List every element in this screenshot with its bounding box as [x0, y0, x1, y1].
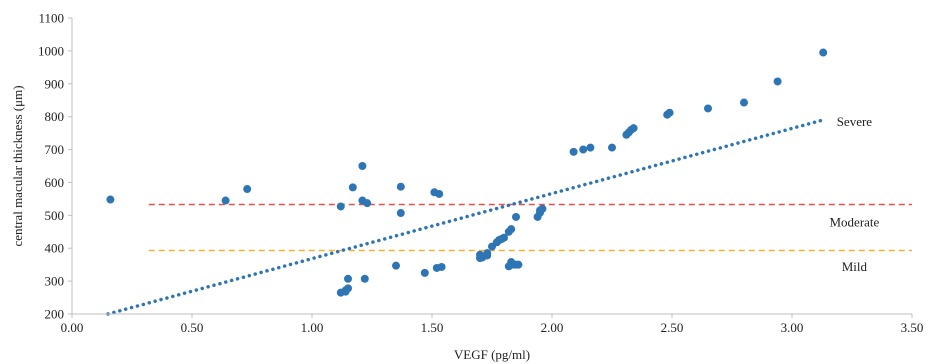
data-point [360, 274, 369, 283]
trendline [106, 118, 825, 316]
y-tick-label: 900 [45, 76, 65, 91]
y-tick-label: 1000 [38, 43, 64, 58]
data-point [348, 183, 357, 192]
data-point [507, 225, 516, 234]
x-axis: 0.00 0.50 1.00 1.50 2.00 2.50 3.00 3.50 [61, 313, 924, 335]
data-point [514, 260, 523, 269]
plot-area: Severe Moderate Mild [106, 48, 912, 316]
data-point [243, 185, 252, 194]
data-point [500, 233, 508, 242]
data-point [437, 262, 446, 271]
data-point [396, 182, 405, 191]
data-point [569, 147, 578, 156]
data-point [396, 209, 405, 218]
data-point [106, 195, 115, 204]
data-point [704, 104, 712, 113]
x-tick-label: 0.00 [61, 320, 84, 335]
data-point [629, 124, 638, 133]
x-tick-label: 0.50 [181, 320, 204, 335]
y-tick-label: 500 [45, 208, 65, 223]
data-point [538, 204, 547, 213]
y-tick-label: 1100 [38, 11, 64, 26]
data-point [221, 196, 230, 205]
y-tick-label: 200 [45, 307, 65, 322]
data-point [586, 143, 595, 152]
y-tick-label: 800 [45, 109, 65, 124]
data-point [512, 212, 520, 221]
y-axis-title: central macular thickness (μm) [10, 85, 25, 246]
x-tick-label: 2.50 [661, 320, 684, 335]
annotation-mild: Mild [842, 259, 868, 274]
data-point [773, 77, 782, 86]
data-point [344, 284, 352, 293]
x-tick-label: 3.00 [781, 320, 804, 335]
x-tick-label: 3.50 [901, 320, 924, 335]
data-point [435, 189, 444, 198]
data-point [420, 268, 429, 277]
data-point [740, 98, 748, 107]
data-point [344, 274, 352, 283]
data-point [819, 48, 828, 57]
x-tick-label: 2.00 [541, 320, 564, 335]
x-axis-title: VEGF (pg/ml) [454, 347, 530, 362]
y-axis: 200 300 400 500 600 700 800 900 1000 1100 [38, 11, 73, 322]
data-point [608, 143, 616, 152]
x-tick-label: 1.50 [421, 320, 444, 335]
data-point [392, 261, 400, 270]
y-tick-label: 400 [45, 241, 65, 256]
y-tick-label: 600 [45, 175, 65, 190]
annotation-severe: Severe [837, 114, 873, 129]
data-point [358, 162, 367, 170]
y-tick-label: 300 [45, 274, 65, 289]
data-point [579, 145, 588, 154]
x-tick-label: 1.00 [301, 320, 324, 335]
data-point [665, 108, 674, 117]
data-point [363, 199, 372, 208]
annotation-moderate: Moderate [829, 215, 879, 230]
data-point [336, 202, 345, 211]
data-point [483, 249, 492, 258]
y-tick-label: 700 [45, 142, 65, 157]
